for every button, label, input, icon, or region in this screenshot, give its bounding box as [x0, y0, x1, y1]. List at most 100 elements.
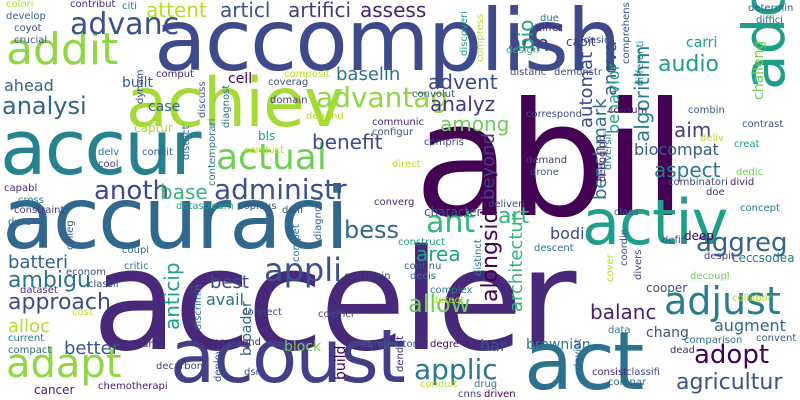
word-ant: ant — [426, 205, 476, 240]
word-dendrit: dendrit — [395, 336, 406, 372]
word-biocompat: biocompat — [634, 140, 719, 159]
word-advanc: advanc — [70, 7, 180, 42]
word-convent: convent — [756, 333, 797, 344]
word-direct: direct — [392, 159, 421, 170]
word-coeffici: coeffici — [318, 309, 354, 320]
word-citi: citi — [122, 1, 137, 12]
word-anticip: anticip — [160, 262, 184, 330]
word-coverag: coverag — [268, 77, 309, 88]
word-differ: differ — [536, 23, 563, 34]
word-analysi: analysi — [2, 92, 87, 120]
word-accur: accur — [0, 103, 202, 192]
word-compet: compet — [291, 224, 302, 262]
word-best: best — [210, 272, 249, 293]
word-driven: driven — [484, 389, 516, 400]
word-benefit: benefit — [312, 130, 383, 154]
word-domain: domain — [270, 95, 308, 106]
word-character: character — [424, 205, 482, 219]
word-comprehend: comprehend — [198, 337, 261, 348]
word-creat: creat — [734, 139, 760, 150]
word-econom: econom — [66, 267, 106, 278]
word-cell: cell — [228, 71, 253, 87]
word-approach: approach — [8, 290, 111, 315]
word-dnm: dnm — [142, 339, 165, 350]
word-administr: administr — [214, 173, 347, 206]
word-divers: divers — [633, 249, 644, 280]
word-adopt: adopt — [694, 340, 770, 370]
word-ambigu: ambigu — [8, 268, 91, 293]
word-beyond: beyond — [478, 133, 499, 200]
word-aim: aim — [674, 118, 712, 142]
word-discoveri: discoveri — [459, 11, 470, 56]
word-demonstr: demonstr — [554, 67, 602, 78]
word-due: due — [540, 13, 559, 24]
word-deviat: deviat — [573, 338, 584, 370]
word-audio: audio — [658, 52, 719, 77]
word-acoust: acoust — [170, 314, 406, 400]
word-decis: decis — [410, 271, 436, 282]
word-deliveri: deliveri — [488, 199, 526, 210]
word-coordin: coordin — [619, 228, 630, 266]
word-delv: delv — [98, 147, 120, 158]
word-consist: consist — [592, 367, 628, 378]
word-coupl: coupl — [122, 245, 150, 256]
word-dead: dead — [670, 345, 695, 356]
word-connect: connect — [242, 307, 282, 318]
word-cool: cool — [98, 159, 119, 170]
word-consid: consid — [578, 35, 611, 46]
word-architectur: architectur — [506, 213, 527, 312]
word-combinatori: combinatori — [668, 177, 728, 188]
word-bodi: bodi — [550, 224, 585, 243]
word-drone: drone — [530, 167, 559, 178]
word-achiev: achiev — [126, 64, 344, 143]
word-cooper: cooper — [646, 281, 688, 295]
word-artifici: artifici — [288, 0, 352, 22]
word-comput: comput — [156, 69, 194, 80]
word-analyz: analyz — [430, 92, 496, 116]
word-develop: develop — [6, 11, 46, 22]
word-composit: composit — [284, 69, 330, 80]
word-deep: deep — [684, 229, 714, 243]
word-condit: condit — [142, 147, 174, 158]
word-advent: advent — [428, 70, 498, 94]
word-ahead: ahead — [4, 76, 54, 95]
word-capit: capit — [566, 35, 596, 49]
word-colleg: colleg — [65, 220, 76, 250]
word-determin: determin — [748, 3, 794, 14]
word-deliv: deliv — [700, 133, 724, 144]
word-drug: drug — [474, 379, 498, 390]
word-adapt: adapt — [6, 341, 122, 387]
word-divid: divid — [730, 177, 755, 188]
word-act: act — [524, 315, 644, 400]
word-cover: cover — [605, 254, 616, 282]
word-addit: addit — [6, 24, 119, 75]
word-dedic: dedic — [736, 167, 764, 178]
word-convolut: convolut — [412, 89, 456, 100]
word-conduit: conduit — [420, 379, 458, 390]
word-contemporari: contemporari — [207, 118, 218, 186]
word-competitor: competitor — [362, 339, 417, 350]
word-ann: ann — [508, 32, 550, 57]
word-dynam: dynam — [135, 69, 146, 104]
word-dataset: dataset — [20, 285, 58, 296]
word-diagnosi: diagnosi — [313, 197, 324, 240]
word-colori: colori — [6, 0, 34, 10]
word-consum: consum — [608, 105, 648, 116]
word-cec: cec — [732, 251, 753, 265]
word-area: area — [416, 242, 461, 266]
word-advantag: advantag — [316, 81, 449, 114]
word-batteri: batteri — [8, 252, 69, 273]
word-correspond: correspond — [526, 109, 582, 120]
word-anoth: anoth — [94, 176, 169, 206]
word-compris: compris — [424, 137, 464, 148]
word-detect: detect — [432, 295, 464, 306]
word-challeng: challeng — [751, 40, 767, 100]
word-district: district — [181, 125, 192, 160]
word-applic: applic — [414, 353, 498, 386]
word-defin: defin — [662, 235, 688, 246]
word-contrast: contrast — [742, 119, 784, 130]
word-attent: attent — [146, 0, 207, 22]
word-critic: critic — [124, 261, 149, 272]
word-decarbon: decarbon — [156, 361, 204, 372]
word-communic: communic — [372, 117, 425, 128]
